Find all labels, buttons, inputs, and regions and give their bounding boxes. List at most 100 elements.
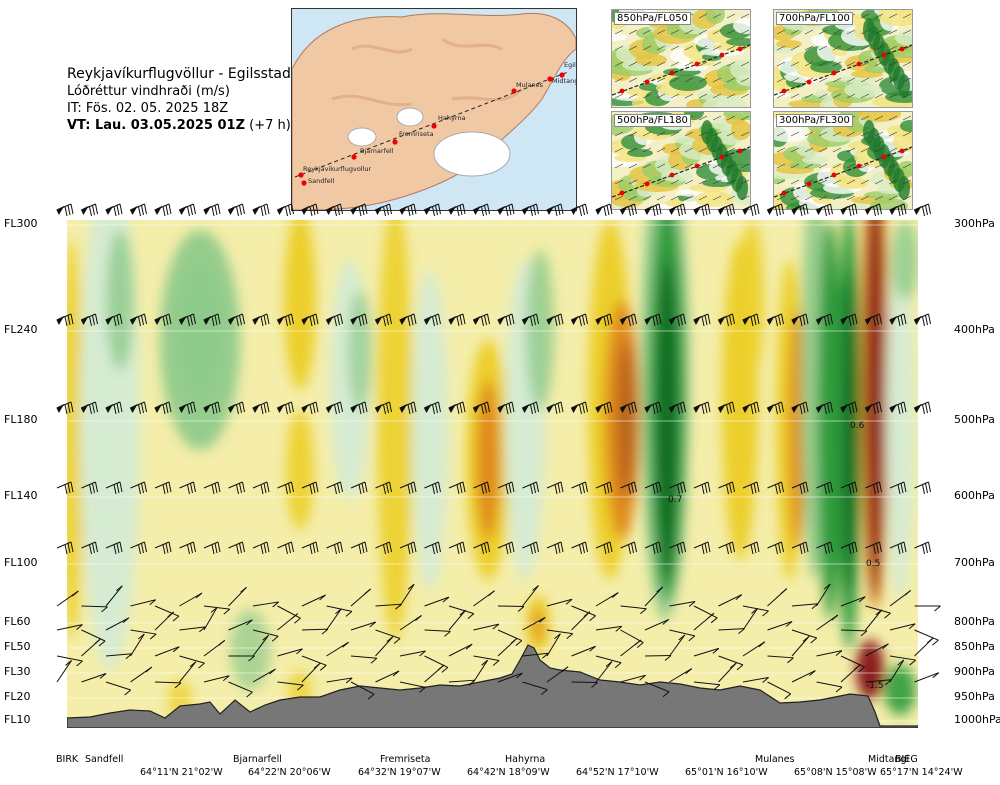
wind-barb [742,481,760,495]
wind-barb [81,541,98,555]
route-point-marker [298,172,304,178]
wind-barb [129,203,147,217]
wind-barb [644,618,670,631]
wind-barb [203,639,226,657]
station-label: BIEG [895,754,918,765]
route-markers: Egilsst. Midtangi Mulanes Hahyrna Fremriseta… [298,61,576,186]
pressure-level-label: 1000hPa [954,713,1000,726]
pressure-level-label: 700hPa [954,556,995,569]
wind-barb [816,481,833,495]
wind-barb [693,481,711,495]
wind-barb [424,596,450,607]
wind-barb [742,605,769,617]
wind-barb [424,664,445,683]
wind-barb [227,313,245,327]
route-point-label: Midtangi [552,77,576,85]
wind-barb [546,401,564,415]
wind-barb [105,617,130,631]
wind-barb [620,481,637,495]
wind-barb [80,401,98,415]
wind-barb [130,541,147,555]
wind-barb [766,203,784,217]
vertical-velocity-area [818,220,842,620]
route-point-marker [431,123,437,129]
wind-barb [203,203,221,217]
wind-barb [791,481,809,495]
wind-barb [252,601,279,608]
wind-barb [644,203,662,217]
wind-barb [399,203,417,217]
wind-barb [620,605,647,615]
wind-barb [767,481,784,495]
wind-barb [325,203,343,217]
wind-barb [81,605,108,613]
wind-barb [350,541,368,555]
wind-barb [325,313,343,327]
wind-barb [277,605,301,624]
wind-barb [350,621,377,631]
wind-barb [644,541,662,555]
wind-barb [399,541,417,555]
wind-barb [595,203,613,217]
wind-barb [154,203,172,217]
route-point-marker [559,72,565,78]
flight-level-label: FL240 [4,323,38,336]
wind-barb [864,203,882,217]
wind-barb [693,401,711,415]
route-point-label: Sandfell [308,177,334,185]
wind-barb [105,585,123,607]
wind-barb [522,616,546,631]
contour-label: 0.7 [668,495,682,505]
wind-barb [497,481,515,495]
mini-map-label: 700hPa/FL100 [776,12,853,25]
wind-barb [914,672,940,683]
wind-barb [693,313,711,327]
wind-barb [473,623,500,631]
wind-barb [571,645,596,657]
wind-barb [56,313,74,327]
wind-barb [914,481,931,495]
wind-barb [546,313,564,327]
wind-barb [448,481,466,495]
wind-barb [595,655,622,669]
flight-level-label: FL20 [4,690,31,703]
flight-level-label: FL10 [4,713,31,726]
wind-barb [56,655,83,667]
wind-barb [277,481,294,495]
wind-barb [791,313,809,327]
flight-level-label: FL100 [4,556,38,569]
mini-map-label: 500hPa/FL180 [614,114,691,127]
wind-barb [203,313,221,327]
pressure-level-label: 500hPa [954,413,995,426]
route-point-label: Fremriseta [399,130,434,138]
wind-barb [913,313,931,327]
station-label: Sandfell [85,754,124,765]
contour-label: -1.5 [866,681,884,691]
wind-barb [546,598,573,607]
overview-map: Egilsst. Midtangi Mulanes Hahyrna Fremriseta… [291,8,577,211]
wind-barb [448,609,467,631]
vertical-velocity-area [412,270,448,590]
wind-barb [595,661,613,683]
wind-barb [179,661,197,683]
wind-barb [840,629,868,637]
wind-barb [669,481,686,495]
wind-barb [277,541,294,555]
wind-barb [276,313,294,327]
wind-barb [693,647,720,657]
wind-barb [668,203,686,217]
coordinate-label: 64°42'N 18°09'W [467,767,550,778]
wind-barb [913,401,931,415]
coordinate-label: 64°11'N 21°02'W [140,767,223,778]
wind-barb [718,481,735,495]
wind-barb [840,596,866,607]
wind-barb [154,313,172,327]
coordinate-label: 65°17'N 14°24'W [880,767,963,778]
coordinate-label: 64°52'N 17°10'W [576,767,659,778]
pressure-level-label: 950hPa [954,690,995,703]
station-label: BIRK [56,754,79,765]
wind-barb [203,541,221,555]
wind-barb [448,203,466,217]
wind-barb [179,592,203,607]
